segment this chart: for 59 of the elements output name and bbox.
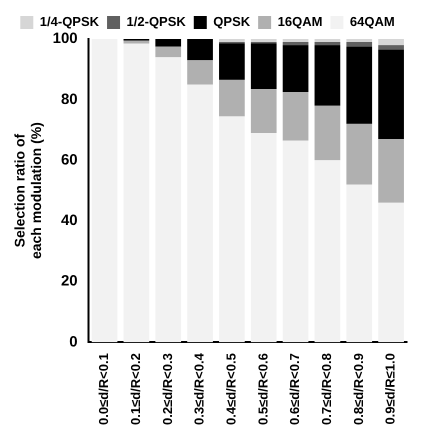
x-tick-label: 0.9≤d/R≤1.0: [382, 353, 398, 425]
y-tick-label: 60: [60, 151, 78, 168]
bar: [219, 116, 245, 342]
y-tick-label: 0: [69, 333, 78, 350]
bar: [314, 106, 340, 160]
bar: [187, 39, 213, 60]
x-tick-label: 0.7≤d/R<0.8: [318, 353, 334, 425]
bar: [187, 84, 213, 342]
x-tick-label: 0.6≤d/R<0.7: [287, 353, 302, 425]
bar: [250, 132, 277, 342]
bar: [282, 45, 308, 92]
bar: [314, 160, 340, 342]
bar: [219, 44, 245, 80]
bar: [314, 39, 340, 42]
bar: [378, 39, 404, 46]
x-tick-label: 0.0≤d/R<0.1: [96, 353, 112, 425]
bar: [187, 60, 213, 84]
bar: [250, 89, 277, 133]
bar: [346, 124, 372, 185]
bar: [282, 92, 308, 141]
y-tick-label: 80: [60, 90, 78, 108]
bar: [378, 139, 404, 203]
bar: [314, 42, 340, 46]
legend-label: 64QAM: [350, 14, 395, 30]
bar: [378, 45, 404, 50]
bar: [155, 39, 182, 47]
bar: [92, 39, 118, 342]
legend-label: 16QAM: [278, 14, 322, 30]
bar: [314, 45, 340, 106]
bar: [250, 39, 277, 42]
legend-label: 1/2-QPSK: [126, 14, 186, 30]
bar: [155, 46, 182, 58]
bar: [282, 39, 308, 42]
bar: [219, 39, 245, 42]
legend-label: QPSK: [213, 14, 251, 30]
x-tick-label: 0.8≤d/R<0.9: [350, 353, 366, 425]
bar: [346, 184, 372, 342]
y-axis-title: Selection ratio of each modulation (%): [11, 122, 44, 260]
y-tick-label: 100: [52, 30, 78, 48]
x-tick-label: 0.1≤d/R<0.2: [128, 353, 143, 425]
bar: [378, 202, 404, 342]
bar: [124, 44, 150, 342]
bar: [378, 50, 404, 140]
bar: [282, 42, 308, 46]
bar: [250, 44, 277, 90]
bar: [282, 140, 308, 342]
bar: [346, 46, 372, 124]
bar: [124, 40, 150, 44]
y-tick-label: 20: [60, 272, 78, 290]
bar: [155, 57, 182, 342]
bar: [346, 39, 372, 42]
legend-label: 1/4-QPSK: [40, 14, 100, 30]
x-tick-label: 0.3≤d/R<0.4: [192, 352, 207, 425]
bar: [346, 42, 372, 47]
x-tick-label: 0.4≤d/R<0.5: [223, 353, 238, 425]
x-tick-label: 0.2≤d/R<0.3: [160, 353, 175, 425]
x-tick-label: 0.5≤d/R<0.6: [255, 353, 270, 425]
bar: [219, 80, 245, 116]
y-tick-label: 40: [60, 212, 78, 230]
